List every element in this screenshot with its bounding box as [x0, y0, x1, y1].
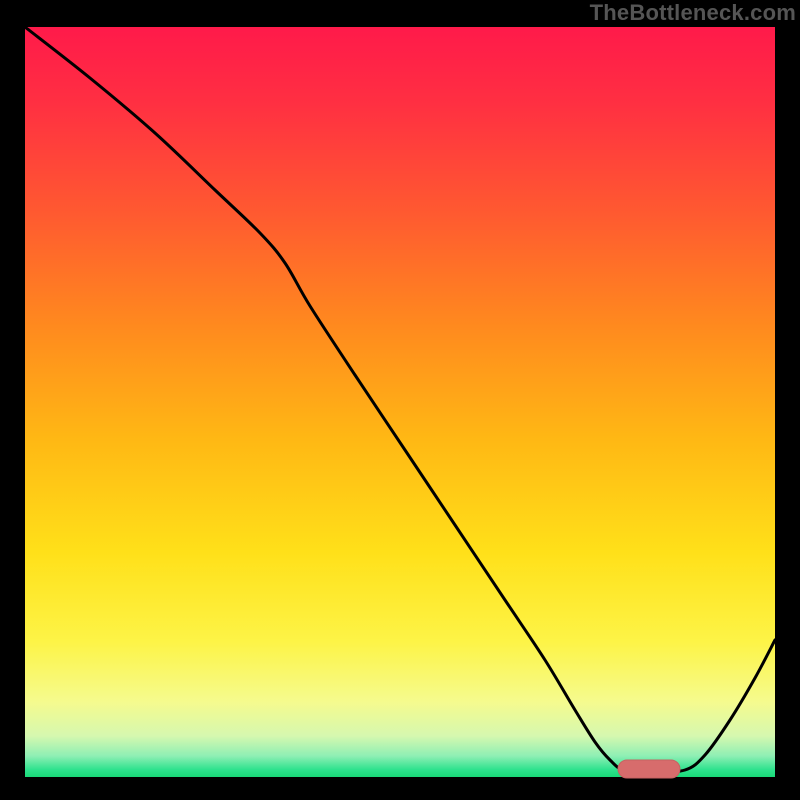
- chart-root: TheBottleneck.com: [0, 0, 800, 800]
- chart-svg: [0, 0, 800, 800]
- min-marker: [618, 760, 680, 778]
- plot-background: [25, 27, 775, 777]
